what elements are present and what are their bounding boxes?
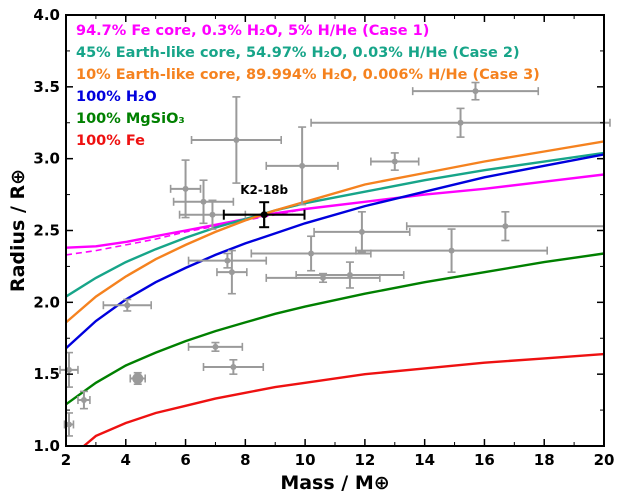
data-point-8 [187, 341, 244, 352]
marker-18 [391, 158, 398, 165]
model-curves [66, 140, 604, 446]
y-tick-label-3: 2.5 [33, 222, 60, 240]
marker-15 [320, 274, 327, 281]
marker-3 [124, 302, 131, 309]
data-point-18 [370, 152, 420, 171]
data-point-5 [169, 159, 202, 219]
marker-12 [233, 136, 240, 143]
marker-20 [457, 119, 464, 126]
marker-11 [230, 363, 237, 370]
data-point-6 [172, 179, 235, 225]
data-point-1 [63, 412, 75, 437]
data-point-16 [295, 261, 405, 289]
marker-8 [212, 343, 219, 350]
axis-ticks: 2 4 6 8 10 12 14 16 18 20 1.0 1.5 2.0 2.5 3.0 3.5 4.0 [33, 6, 614, 469]
legend-entry-4: 100% MgSiO₃ [76, 111, 185, 127]
marker-19 [448, 247, 455, 254]
y-tick-label-1: 1.5 [33, 365, 60, 383]
legend-entry-0: 94.7% Fe core, 0.3% H₂O, 5% H/He (Case 1… [76, 23, 429, 39]
data-point-10 [216, 249, 248, 295]
x-tick-label-9: 20 [594, 451, 615, 469]
data-point-4 [129, 371, 147, 386]
marker-1 [65, 421, 72, 428]
marker-13 [299, 162, 306, 169]
marker-7 [209, 211, 216, 218]
marker-6 [200, 198, 207, 205]
series-line-0 [66, 173, 604, 249]
y-tick-label-2: 2.0 [33, 293, 60, 311]
x-tick-label-4: 10 [295, 451, 316, 469]
data-point-17 [313, 211, 411, 253]
x-tick-label-0: 2 [61, 451, 71, 469]
marker-16 [346, 272, 353, 279]
y-tick-label-4: 3.0 [33, 150, 60, 168]
data-point-21 [411, 81, 540, 101]
data-point-3 [102, 298, 152, 312]
x-tick-label-2: 6 [180, 451, 190, 469]
data-point-19 [355, 228, 549, 273]
legend-entry-5: 100% Fe [76, 133, 145, 149]
x-tick-label-5: 12 [354, 451, 375, 469]
x-axis-label: Mass / M⊕ [280, 472, 389, 494]
series-line-6 [83, 352, 604, 446]
marker-10 [228, 269, 235, 276]
marker-4 [132, 372, 144, 384]
highlight-planet: K2-18b [222, 183, 306, 229]
marker-5 [182, 185, 189, 192]
marker-0 [65, 366, 72, 373]
marker-2 [80, 397, 87, 404]
y-tick-label-5: 3.5 [33, 78, 60, 96]
y-tick-label-6: 4.0 [33, 6, 60, 24]
legend-entry-3: 100% H₂O [76, 89, 157, 105]
x-tick-label-1: 4 [121, 451, 131, 469]
data-point-2 [77, 390, 91, 410]
marker-14 [308, 250, 315, 257]
data-points [59, 81, 611, 437]
series-line-5 [66, 252, 604, 406]
data-point-13 [265, 126, 339, 206]
data-point-11 [202, 358, 265, 375]
marker-17 [358, 228, 365, 235]
highlight-label: K2-18b [240, 183, 288, 197]
data-point-12 [190, 96, 283, 184]
legend-entry-1: 45% Earth-like core, 54.97% H₂O, 0.03% H… [76, 45, 520, 61]
x-tick-label-6: 14 [414, 451, 435, 469]
data-point-9 [187, 252, 268, 269]
marker-9 [224, 257, 231, 264]
data-point-14 [250, 235, 372, 272]
x-tick-label-3: 8 [240, 451, 250, 469]
x-tick-label-7: 16 [474, 451, 495, 469]
data-point-0 [59, 351, 79, 388]
legend-entry-2: 10% Earth-like core, 89.994% H₂O, 0.006%… [76, 67, 540, 83]
highlight-marker [260, 211, 268, 219]
data-point-15 [265, 272, 381, 284]
legend: 94.7% Fe core, 0.3% H₂O, 5% H/He (Case 1… [76, 23, 540, 149]
x-tick-label-8: 18 [534, 451, 555, 469]
data-point-22 [405, 211, 605, 242]
marker-22 [502, 223, 509, 230]
data-point-20 [310, 107, 611, 138]
series-line-4 [66, 153, 604, 350]
marker-21 [472, 88, 479, 95]
y-tick-label-0: 1.0 [33, 437, 60, 455]
y-axis-label: Radius / R⊕ [7, 169, 29, 292]
